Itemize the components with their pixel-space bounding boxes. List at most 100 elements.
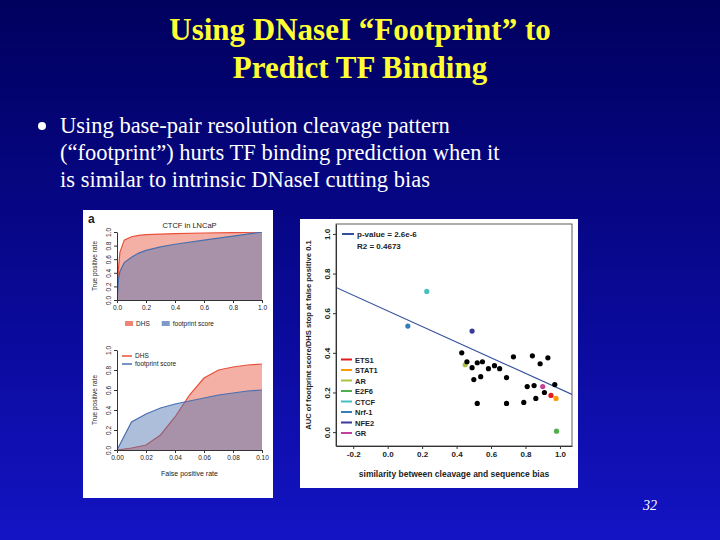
tick-mark [114, 370, 117, 371]
tick-mark [175, 300, 176, 303]
plot-marks [117, 232, 262, 300]
roc-area [117, 232, 262, 300]
tick: 0.00 [111, 450, 124, 461]
bullet-dot [38, 122, 46, 130]
tick-mark [233, 450, 234, 453]
legend-swatch [341, 411, 352, 413]
tick-mark [146, 450, 147, 453]
bullet-text: is similar to intrinsic DNaseI cutting b… [60, 167, 430, 192]
tick-label: 0.2 [105, 426, 112, 435]
roc-line [117, 390, 262, 450]
tick-label: 0.0 [113, 304, 122, 311]
panel [300, 219, 578, 488]
tick: 0.04 [169, 450, 182, 461]
tick: 0.2 [323, 387, 336, 399]
tick-mark [114, 410, 117, 411]
tick-label: 1.0 [105, 228, 112, 237]
tick: 0.0 [323, 427, 336, 439]
tick-label: 0.02 [140, 454, 153, 461]
point [525, 384, 530, 389]
tick: 1.0 [555, 446, 567, 459]
point [532, 383, 537, 388]
legend-label: NFE2 [355, 419, 374, 428]
tick: 0.4 [171, 300, 180, 311]
slide-title: Predict TF Binding [233, 50, 488, 85]
tick: 0.2 [142, 300, 151, 311]
point [475, 401, 480, 406]
tick-mark [457, 446, 458, 449]
x-axis: 0.0 0.2 0.4 0.6 0.8 1.0 [113, 300, 267, 311]
tick-label: 0.2 [323, 387, 332, 399]
tick-label: 0.4 [452, 450, 464, 459]
y-axis: 0.00.20.40.60.81.0 [323, 225, 337, 447]
legend-label: GR [355, 429, 367, 438]
legend-swatch [341, 359, 352, 361]
tick: 1.0 [105, 346, 117, 355]
fit-line [336, 287, 572, 394]
legend-label: STAT1 [355, 366, 378, 375]
tick: 0.6 [323, 308, 336, 320]
tick-mark [114, 350, 117, 351]
tick-mark [560, 446, 561, 449]
tick-mark [114, 273, 117, 274]
point [459, 350, 464, 355]
panel-label: a [88, 212, 95, 226]
panel [83, 210, 273, 498]
legend: DHSfootprint score [125, 320, 214, 328]
tick: 0.8 [323, 268, 336, 280]
tick: 0.2 [105, 426, 117, 435]
tick: 1.0 [105, 228, 117, 237]
legend-swatch [125, 321, 133, 326]
chart: 0.000.020.040.060.080.100.00.20.40.60.81… [91, 346, 269, 478]
y-axis-title: True positive rate [91, 241, 99, 291]
point [464, 359, 469, 364]
bullet-text: Using base-pair resolution cleavage patt… [60, 113, 450, 138]
legend-swatch [341, 390, 352, 392]
tick-mark [114, 300, 117, 301]
point [552, 382, 557, 387]
tick-mark [146, 300, 147, 303]
tick-label: 0.8 [229, 304, 238, 311]
axis-line [336, 225, 337, 447]
tick-label: 0.0 [323, 427, 332, 439]
tick-mark [114, 246, 117, 247]
tick-label: 0.6 [200, 304, 209, 311]
point [486, 366, 491, 371]
tick-label: 0.2 [142, 304, 151, 311]
point [521, 400, 526, 405]
axis-line [118, 300, 263, 301]
tick-mark [114, 430, 117, 431]
tick: 0.6 [486, 446, 498, 459]
legend-swatch [341, 380, 352, 382]
tick: 1.0 [258, 300, 267, 311]
tick-label: 0.6 [486, 450, 498, 459]
point [533, 396, 538, 401]
legend-swatch [341, 401, 352, 403]
legend-label: DHS [135, 352, 149, 359]
tick-label: 0.6 [323, 308, 332, 320]
tick: 0.6 [200, 300, 209, 311]
tick-label: 0.06 [198, 454, 211, 461]
x-axis-title: False positive rate [161, 470, 218, 478]
tick-label: 0.8 [105, 241, 112, 250]
tick-label: 0.8 [323, 268, 332, 280]
point [553, 396, 558, 401]
point [504, 401, 509, 406]
tick: 0.8 [105, 241, 117, 250]
tick-label: 0.08 [227, 454, 240, 461]
point [540, 384, 545, 389]
x-axis-title: similarity between cleavage and sequence… [359, 469, 550, 479]
legend-label: DHS [136, 320, 150, 327]
legend-swatch [162, 321, 170, 326]
tick-label: 0.2 [417, 450, 429, 459]
legend-label: CTCF [355, 398, 375, 407]
y-axis: 0.00.20.40.60.81.0 [105, 346, 118, 455]
axis-line [117, 233, 118, 301]
plot-frame [336, 224, 572, 446]
axis-line [118, 450, 263, 451]
tick: 0.08 [227, 450, 240, 461]
tick: 0.8 [229, 300, 238, 311]
tick-mark [333, 274, 336, 275]
page-number: 32 [642, 498, 657, 513]
tick-mark [525, 446, 526, 449]
